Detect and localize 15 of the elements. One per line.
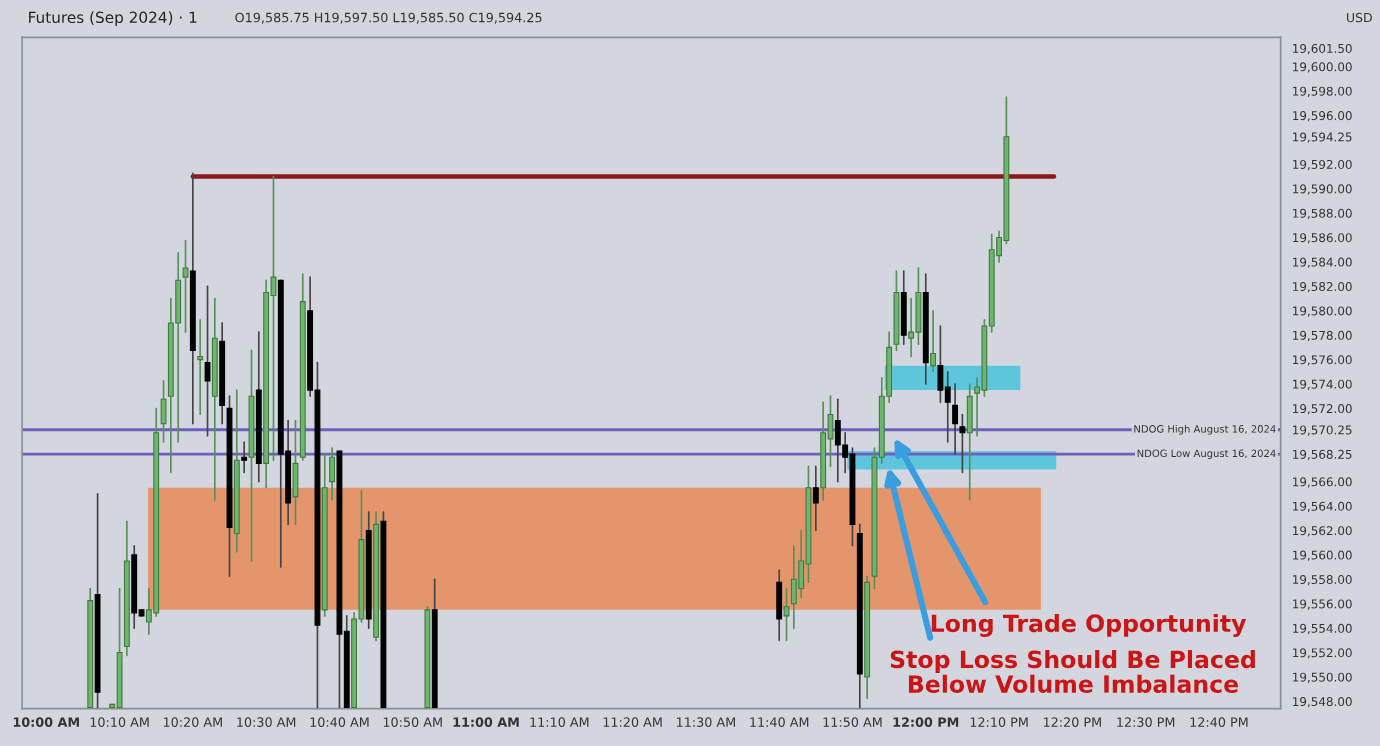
annotation: Stop Loss Should Be Placed Below Volume Imbalance <box>890 650 1255 693</box>
candlestick <box>182 239 189 333</box>
annotation: Long Trade Opportunity <box>931 613 1247 637</box>
candlestick <box>812 465 819 532</box>
candlestick <box>776 569 783 642</box>
candlestick <box>966 383 973 501</box>
candlestick <box>241 441 248 474</box>
candlestick <box>900 270 907 346</box>
candlestick <box>937 325 944 404</box>
candlestick <box>292 419 299 526</box>
candlestick <box>908 297 915 358</box>
candlestick <box>197 319 204 416</box>
candlestick <box>204 285 211 437</box>
candlestick <box>834 398 841 483</box>
candlestick <box>930 309 937 373</box>
